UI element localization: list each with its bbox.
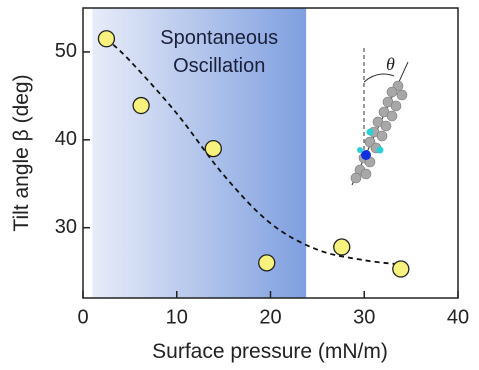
atom xyxy=(366,128,374,136)
molecule-inset: θ xyxy=(350,48,409,186)
data-point xyxy=(392,260,410,278)
inset-label: θ xyxy=(386,54,395,74)
y-tick-label: 30 xyxy=(55,216,77,238)
data-point xyxy=(97,30,116,48)
x-axis-label: Surface pressure (mN/m) xyxy=(152,340,388,363)
x-tick-label: 30 xyxy=(353,306,375,328)
data-point xyxy=(204,139,222,158)
y-axis-label: Tilt angle β (deg) xyxy=(10,74,33,231)
data-point xyxy=(333,238,351,256)
plot-area: Spontaneous Oscillation 0 10 20 30 40 30 40 50 xyxy=(55,7,469,328)
x-tick-label: 20 xyxy=(259,306,281,328)
inset-arc xyxy=(363,73,395,83)
y-tick-label: 50 xyxy=(55,40,77,62)
x-tick-label: 40 xyxy=(447,306,469,328)
atom xyxy=(376,146,384,154)
annotation: Spontaneous xyxy=(160,27,278,49)
plot-frame xyxy=(82,7,459,299)
fit-curve xyxy=(105,38,402,266)
atom xyxy=(357,147,363,153)
data-point xyxy=(258,254,276,272)
data-point xyxy=(132,96,150,115)
shaded-region xyxy=(92,8,307,298)
x-tick-label: 0 xyxy=(77,306,88,328)
x-tick-label: 10 xyxy=(166,306,188,328)
atom xyxy=(361,150,371,160)
molecule xyxy=(350,80,408,184)
y-tick-label: 40 xyxy=(55,128,77,150)
annotation: Oscillation xyxy=(173,55,265,77)
